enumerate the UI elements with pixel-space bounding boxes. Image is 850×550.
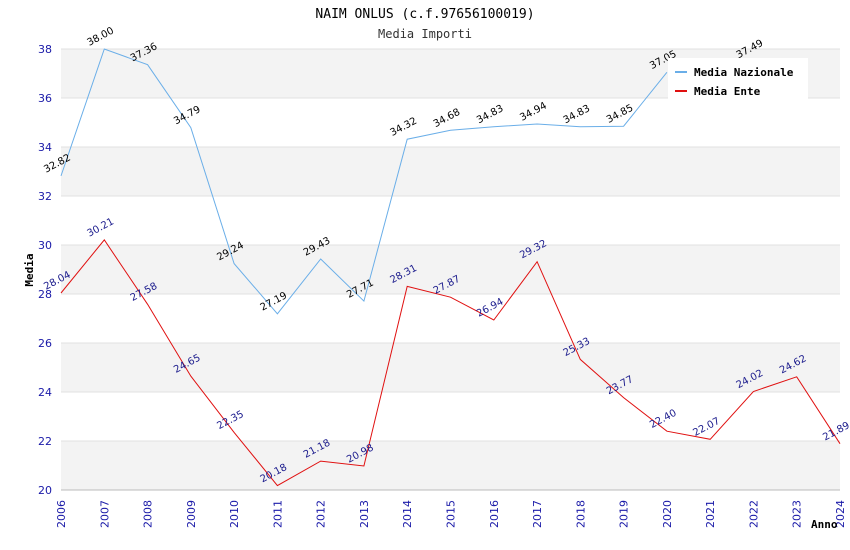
x-tick-label: 2020	[661, 500, 674, 528]
y-tick-label: 38	[38, 43, 52, 56]
y-tick-label: 28	[38, 288, 52, 301]
x-tick-label: 2024	[834, 500, 847, 528]
x-tick-label: 2014	[401, 500, 414, 528]
grid-band	[61, 245, 840, 294]
grid-bands	[61, 49, 840, 490]
legend-label-1: Media Ente	[694, 85, 761, 98]
grid-band	[61, 147, 840, 196]
grid-band	[61, 392, 840, 441]
x-tick-label: 2011	[271, 500, 284, 528]
x-tick-label: 2009	[185, 500, 198, 528]
y-tick-label: 36	[38, 92, 52, 105]
x-tick-label: 2018	[574, 500, 587, 528]
grid-lines	[61, 48, 840, 491]
chart-subtitle: Media Importi	[378, 27, 472, 41]
data-label: 38.00	[86, 25, 116, 48]
grid-band	[61, 294, 840, 343]
x-tick-label: 2008	[142, 500, 155, 528]
grid-band	[61, 441, 840, 490]
y-tick-label: 22	[38, 435, 52, 448]
x-axis-ticks: 2006 2007 2008 2009 2010 2011 2012 2013 2014 2015…	[55, 500, 847, 528]
x-tick-label: 2006	[55, 500, 68, 528]
y-axis-label: Media	[23, 253, 36, 286]
y-tick-label: 26	[38, 337, 52, 350]
grid-band	[61, 196, 840, 245]
legend-label-0: Media Nazionale	[694, 66, 794, 79]
x-tick-label: 2016	[488, 500, 501, 528]
x-tick-label: 2019	[618, 500, 631, 528]
legend: Media Nazionale Media Ente	[668, 58, 808, 100]
y-tick-label: 32	[38, 190, 52, 203]
x-tick-label: 2007	[98, 500, 111, 528]
x-axis-label: Anno	[811, 518, 838, 531]
y-tick-label: 20	[38, 484, 52, 497]
chart-title: NAIM ONLUS (c.f.97656100019)	[315, 7, 534, 22]
x-tick-label: 2015	[445, 500, 458, 528]
series-line-1	[60, 239, 841, 487]
x-tick-label: 2021	[704, 500, 717, 528]
y-tick-label: 30	[38, 239, 52, 252]
x-tick-label: 2013	[358, 500, 371, 528]
x-tick-label: 2010	[228, 500, 241, 528]
x-tick-label: 2012	[315, 500, 328, 528]
y-axis-ticks: 20 22 24 26 28 30 32 34 36 38	[38, 43, 52, 497]
x-tick-label: 2017	[531, 500, 544, 528]
x-tick-label: 2023	[791, 500, 804, 528]
x-tick-label: 2022	[747, 500, 760, 528]
grid-band	[61, 343, 840, 392]
series-line-0	[60, 48, 668, 315]
legend-background	[668, 58, 808, 100]
grid-band	[61, 98, 840, 147]
series-lines	[60, 48, 841, 487]
y-tick-label: 24	[38, 386, 52, 399]
y-tick-label: 34	[38, 141, 52, 154]
